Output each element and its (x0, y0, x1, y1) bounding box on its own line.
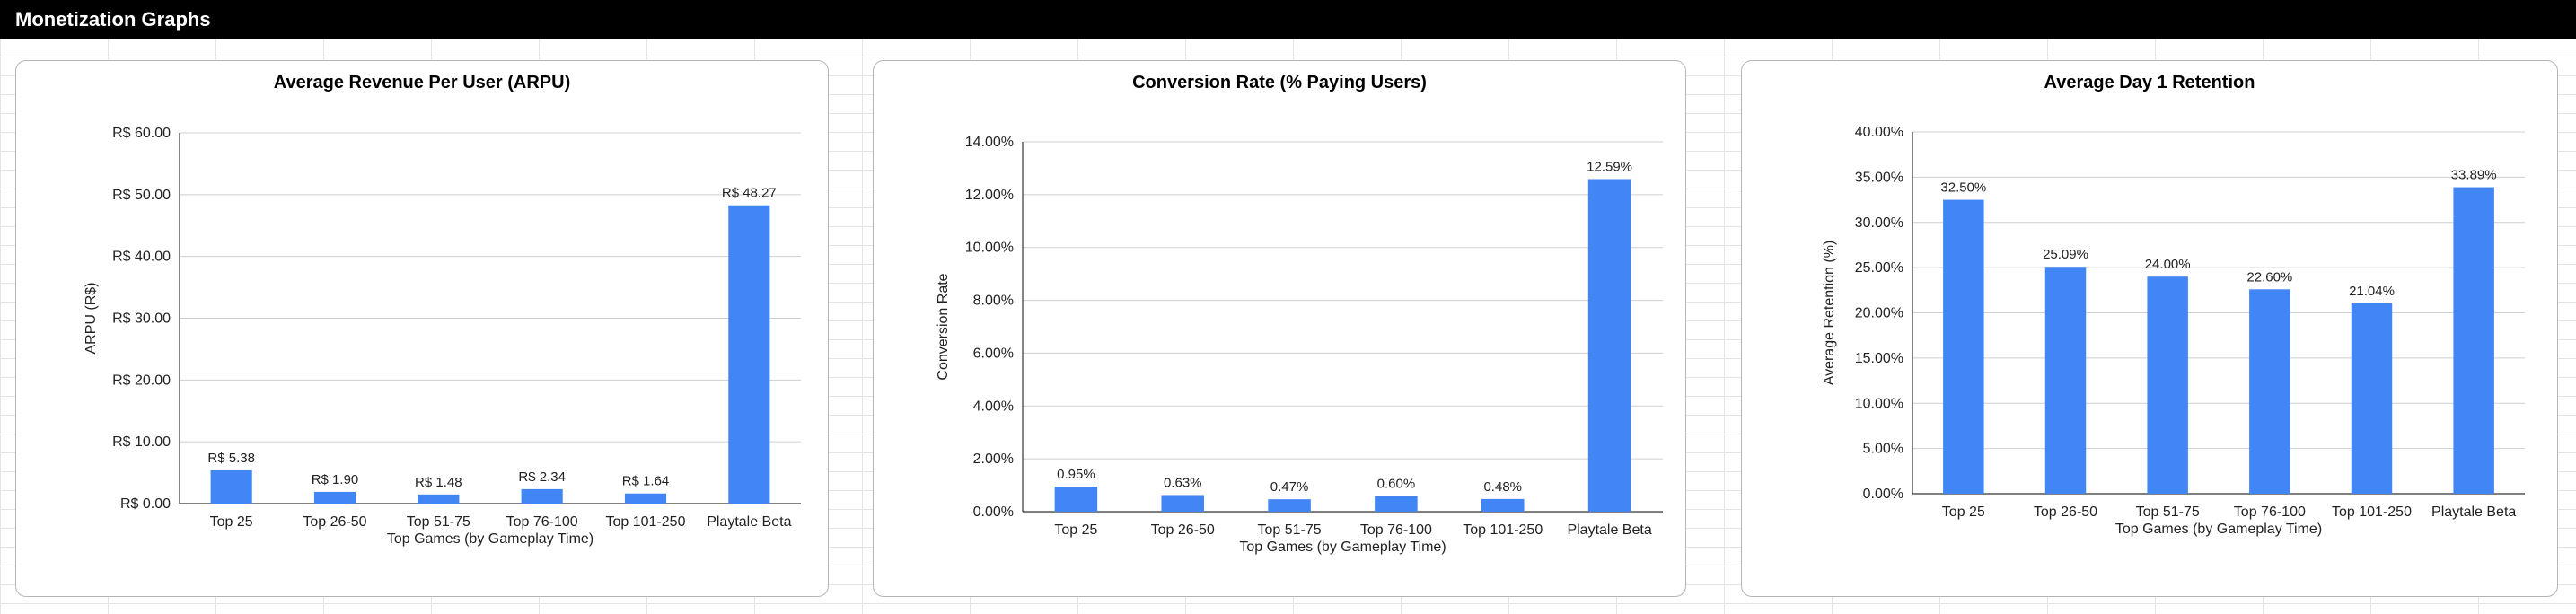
x-tick-label: Top 51-75 (407, 514, 470, 530)
y-tick-label: R$ 30.00 (112, 311, 171, 327)
x-tick-label: Top 26-50 (2034, 504, 2097, 520)
y-tick-label: 20.00% (1855, 306, 1903, 321)
bar[interactable] (418, 494, 460, 504)
x-tick-label: Top 25 (210, 514, 253, 530)
y-tick-label: 8.00% (973, 294, 1014, 309)
y-tick-label: 12.00% (965, 188, 1014, 203)
bar[interactable] (624, 493, 667, 504)
y-tick-label: 25.00% (1855, 260, 1903, 276)
y-tick-label: 10.00% (965, 241, 1014, 256)
x-tick-label: Playtale Beta (1567, 522, 1651, 538)
y-tick-label: R$ 0.00 (120, 496, 171, 512)
x-tick-label: Top 76-100 (1360, 522, 1432, 538)
data-label: 21.04% (2349, 284, 2395, 299)
bar[interactable] (313, 491, 356, 504)
x-tick-label: Playtale Beta (2431, 504, 2516, 520)
data-label: R$ 1.48 (415, 475, 462, 490)
chart-svg: Average Revenue Per User (ARPU) R$ 0.00 R$… (84, 73, 801, 547)
chart-svg: Average Day 1 Retention 0.00% 5.00% 10.00% 1… (1822, 73, 2525, 537)
y-tick-label: R$ 10.00 (112, 434, 171, 450)
y-tick-label: 5.00% (1863, 442, 1903, 457)
y-axis-title: ARPU (R$) (84, 282, 99, 354)
x-tick-label: Top 101-250 (2332, 504, 2412, 520)
data-label: 0.95% (1057, 467, 1095, 482)
y-tick-label: R$ 60.00 (112, 126, 171, 141)
data-label: 0.47% (1270, 479, 1309, 495)
data-label: R$ 2.34 (518, 469, 566, 485)
chart-title: Average Revenue Per User (ARPU) (274, 73, 571, 92)
x-axis-title: Top Games (by Gameplay Time) (1239, 539, 1446, 555)
bar[interactable] (2453, 187, 2494, 495)
bar[interactable] (1587, 179, 1631, 512)
bar[interactable] (2351, 303, 2393, 494)
bar[interactable] (1161, 495, 1205, 512)
bar[interactable] (728, 205, 770, 504)
data-label: 0.48% (1483, 479, 1522, 495)
bar[interactable] (2147, 276, 2188, 494)
bar[interactable] (2249, 289, 2290, 494)
x-tick-label: Top 51-75 (2136, 504, 2200, 520)
data-label: 25.09% (2043, 247, 2088, 262)
sheet-title: Monetization Graphs (15, 8, 211, 31)
x-tick-label: Playtale Beta (707, 514, 791, 530)
data-label: R$ 5.38 (207, 451, 255, 466)
bar[interactable] (1268, 499, 1311, 512)
y-tick-label: 4.00% (973, 399, 1014, 414)
y-tick-label: 35.00% (1855, 170, 1903, 185)
x-tick-label: Top 51-75 (1257, 522, 1321, 538)
y-tick-label: 14.00% (965, 135, 1014, 150)
x-tick-label: Top 101-250 (606, 514, 686, 530)
y-tick-label: R$ 40.00 (112, 250, 171, 265)
bar[interactable] (210, 469, 252, 504)
x-tick-label: Top 25 (1054, 522, 1097, 538)
y-tick-label: 15.00% (1855, 351, 1903, 366)
data-label: 24.00% (2145, 257, 2191, 272)
sheet-title-bar: Monetization Graphs (0, 0, 2576, 39)
y-tick-label: R$ 50.00 (112, 188, 171, 203)
x-tick-label: Top 26-50 (1151, 522, 1215, 538)
day1-retention-chart[interactable]: Average Day 1 Retention 0.00% 5.00% 10.00% 1… (1741, 60, 2558, 597)
arpu-chart[interactable]: Average Revenue Per User (ARPU) R$ 0.00 R$… (15, 60, 829, 597)
y-axis-title: Conversion Rate (936, 273, 951, 380)
y-tick-label: 30.00% (1855, 215, 1903, 231)
y-tick-label: 40.00% (1855, 125, 1903, 140)
bar[interactable] (2044, 267, 2087, 494)
data-label: 12.59% (1587, 159, 1632, 174)
data-label: R$ 1.64 (622, 474, 670, 489)
chart-title: Conversion Rate (% Paying Users) (1132, 73, 1427, 92)
data-label: 22.60% (2246, 269, 2292, 285)
conversion-rate-chart[interactable]: Conversion Rate (% Paying Users) 0.00% 2.0… (873, 60, 1686, 597)
x-tick-label: Top 76-100 (506, 514, 578, 530)
chart-svg: Conversion Rate (% Paying Users) 0.00% 2.0… (936, 73, 1663, 555)
y-tick-label: 2.00% (973, 452, 1014, 467)
chart-title: Average Day 1 Retention (2044, 73, 2255, 92)
x-tick-label: Top 26-50 (303, 514, 366, 530)
y-axis-title: Average Retention (%) (1822, 241, 1837, 386)
x-axis-title: Top Games (by Gameplay Time) (387, 531, 593, 547)
y-tick-label: 0.00% (1863, 487, 1903, 502)
x-tick-label: Top 25 (1942, 504, 1985, 520)
y-tick-label: 0.00% (973, 504, 1014, 520)
data-label: R$ 48.27 (722, 186, 777, 201)
data-label: 0.63% (1164, 475, 1202, 490)
bar[interactable] (521, 488, 563, 504)
bar[interactable] (1054, 487, 1098, 512)
data-label: R$ 1.90 (312, 472, 359, 487)
x-axis-title: Top Games (by Gameplay Time) (2115, 522, 2322, 537)
x-tick-label: Top 76-100 (2234, 504, 2306, 520)
y-tick-label: 10.00% (1855, 396, 1903, 411)
data-label: 33.89% (2451, 168, 2497, 183)
bar[interactable] (1943, 199, 1984, 494)
bar[interactable] (1481, 498, 1525, 512)
y-tick-label: R$ 20.00 (112, 373, 171, 388)
x-tick-label: Top 101-250 (1463, 522, 1543, 538)
data-label: 32.50% (1940, 180, 1986, 196)
bar[interactable] (1375, 496, 1418, 512)
data-label: 0.60% (1377, 476, 1416, 491)
y-tick-label: 6.00% (973, 346, 1014, 361)
